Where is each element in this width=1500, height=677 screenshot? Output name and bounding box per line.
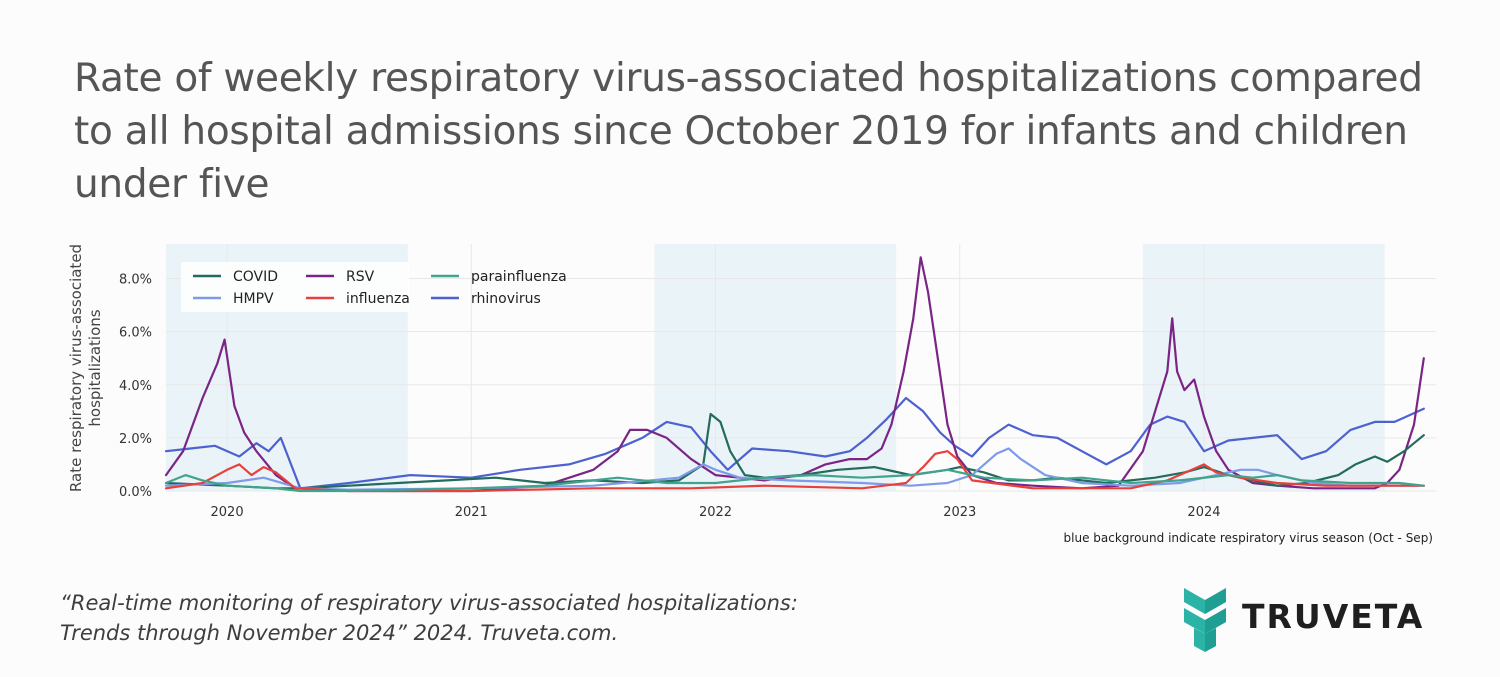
legend: COVID HMPV RSV influenza parainfluenza rhinov…: [181, 262, 567, 312]
y-tick-label-0: 0.0%: [119, 485, 152, 500]
truveta-logo-icon: [1184, 588, 1226, 652]
season-band-2: [1142, 244, 1385, 491]
series-line-rhinovirus: [164, 396, 1425, 490]
legend-label-influenza: influenza: [346, 291, 410, 307]
season-band-1: [654, 244, 897, 491]
x-tick-label-1: 2021: [455, 505, 488, 520]
x-axis-ticks: 2020 2021 2022 2023 2024: [211, 505, 1221, 520]
x-tick-label-0: 2020: [211, 505, 244, 520]
y-axis-ticks: 0.0% 2.0% 4.0% 6.0% 8.0%: [119, 273, 152, 500]
y-tick-label-4: 8.0%: [119, 273, 152, 288]
brand-name: TRUVETA: [1242, 597, 1425, 636]
x-tick-label-4: 2024: [1187, 505, 1220, 520]
y-tick-label-1: 2.0%: [119, 432, 152, 447]
caption-line-2: Trends through November 2024” 2024. Truv…: [60, 621, 619, 645]
line-chart: 0.0%2.0%4.0%6.0%8.0% 2020 2021 2022 2023 202…: [67, 244, 1436, 545]
y-axis-label-line2: hospitalizations: [86, 309, 104, 426]
legend-label-COVID: COVID: [233, 269, 278, 285]
season-note: blue background indicate respiratory vir…: [1064, 531, 1433, 545]
citation-caption: “Real-time monitoring of respiratory vir…: [60, 588, 798, 648]
chart-title: Rate of weekly respiratory virus-associa…: [74, 56, 1423, 207]
y-axis-label: Rate respiratory virus-associated: [67, 244, 85, 492]
y-tick-label-2: 4.0%: [119, 379, 152, 394]
caption-line-1: “Real-time monitoring of respiratory vir…: [60, 591, 798, 615]
series-line-parainfluenza: [164, 468, 1425, 493]
legend-label-RSV: RSV: [346, 269, 375, 285]
series-lines: [164, 256, 1425, 493]
x-tick-label-2: 2022: [699, 505, 732, 520]
legend-label-rhinovirus: rhinovirus: [471, 291, 541, 307]
x-tick-label-3: 2023: [943, 505, 976, 520]
legend-label-HMPV: HMPV: [233, 291, 274, 307]
legend-box: [181, 262, 409, 312]
brand: TRUVETA: [1180, 578, 1460, 656]
y-tick-label-3: 6.0%: [119, 326, 152, 341]
legend-label-parainfluenza: parainfluenza: [471, 269, 567, 285]
